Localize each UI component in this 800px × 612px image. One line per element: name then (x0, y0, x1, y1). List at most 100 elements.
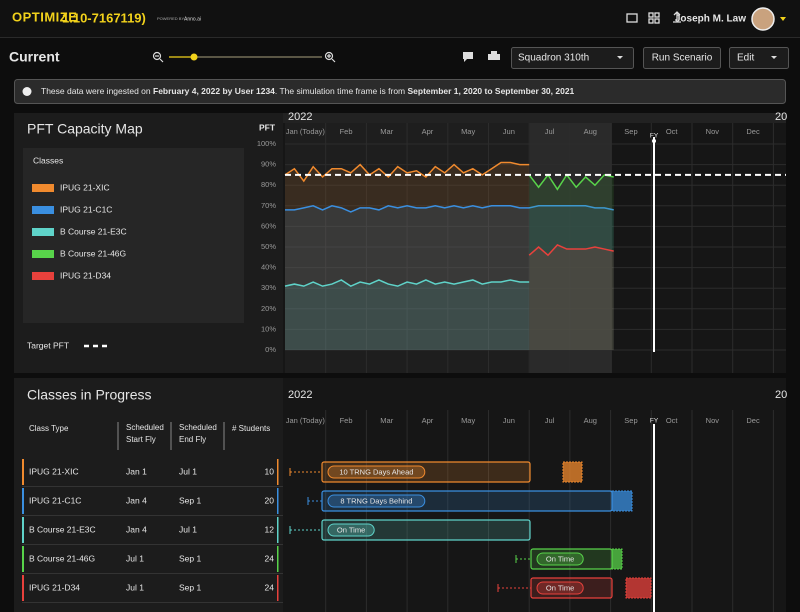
month-label: Feb (340, 127, 353, 136)
row-color-bar-right (277, 459, 279, 485)
powered-by: POWERED BY (157, 16, 184, 21)
brand: Anno.ai (184, 16, 201, 22)
status-pill (327, 523, 375, 537)
series-line (528, 173, 614, 191)
gantt-bar (321, 461, 531, 483)
month-label: Jan (Today) (286, 127, 326, 136)
table-cell: B Course 21-46G (29, 553, 95, 563)
run-scenario-button[interactable] (643, 47, 721, 69)
legend-label: B Course 21-E3C (60, 226, 127, 236)
month-label: Dec (746, 416, 760, 425)
table-cell: 10 (265, 466, 275, 476)
y-tick-label: 30% (261, 283, 276, 292)
notice-text: These data were ingested on February 4, … (41, 86, 575, 96)
fy-label: FY (650, 418, 659, 425)
progress-title: Classes in Progress (27, 387, 152, 403)
row-color-bar (22, 546, 24, 572)
month-label: Aug (584, 416, 597, 425)
table-cell: IPUG 21-C1C (29, 495, 81, 505)
zoom-knob[interactable] (190, 53, 198, 61)
fy-marker (652, 139, 656, 143)
legend-swatch (32, 184, 54, 192)
table-cell: Jul 1 (179, 524, 197, 534)
timeline-next-year: 20 (775, 389, 787, 401)
row-color-bar (22, 575, 24, 601)
month-label: Jul (545, 127, 555, 136)
header-icons (626, 11, 681, 24)
table-cell: IPUG 21-D34 (29, 582, 80, 592)
icon-windows[interactable] (626, 13, 638, 23)
month-label: Mar (380, 127, 393, 136)
y-tick-label: 100% (257, 139, 277, 148)
run-scenario-label: Run Scenario (652, 53, 713, 64)
icon-print[interactable] (488, 51, 500, 60)
y-tick-label: 50% (261, 242, 276, 251)
chart-title: PFT Capacity Map (27, 121, 143, 137)
icon-upload[interactable] (673, 11, 681, 23)
avatar[interactable] (751, 7, 775, 31)
row-color-bar-right (277, 488, 279, 514)
gantt-tail (611, 548, 623, 570)
legend-swatch (32, 272, 54, 280)
status-pill (327, 494, 426, 508)
month-label: Nov (706, 127, 720, 136)
table-cell: Jul 1 (179, 466, 197, 476)
month-label: Nov (706, 416, 720, 425)
row-color-bar-right (277, 546, 279, 572)
zoom-out-icon[interactable] (152, 51, 162, 61)
icon-grid-d (654, 18, 660, 24)
legend-label: IPUG 21-C1C (60, 204, 112, 214)
year-label: 2022 (288, 111, 312, 123)
zoom-in-icon[interactable] (324, 51, 334, 61)
column-header: Start Fly (126, 435, 156, 444)
legend-label: IPUG 21-D34 (60, 270, 111, 280)
version: 1.10-7167119) (62, 10, 146, 25)
target-legend-label: Target PFT (27, 340, 69, 350)
gantt-tail (625, 577, 652, 599)
y-tick-label: 40% (261, 263, 276, 272)
month-label: Oct (666, 416, 679, 425)
month-label: May (461, 416, 475, 425)
table-cell: Sep 1 (179, 553, 201, 563)
icon-grid[interactable] (648, 12, 654, 18)
icon-comment[interactable] (463, 52, 473, 62)
table-cell: Sep 1 (179, 495, 201, 505)
table-cell: Sep 1 (179, 582, 201, 592)
month-label: May (461, 127, 475, 136)
notice-part: . The simulation time frame is from (275, 86, 408, 96)
status-pill (536, 581, 584, 595)
logo[interactable]: OPTIMIZE (12, 9, 77, 24)
squadron-select[interactable] (511, 47, 634, 69)
legend-swatch (32, 250, 54, 258)
month-label: Feb (340, 416, 353, 425)
status-label: On Time (546, 554, 574, 563)
gantt-tail (611, 490, 633, 512)
table-cell: Jan 1 (126, 466, 147, 476)
edit-menu[interactable] (729, 47, 789, 69)
month-label: Dec (746, 127, 760, 136)
edit-label: Edit (737, 53, 754, 64)
user-name[interactable]: Joseph M. Law (675, 14, 746, 25)
series-line (284, 279, 530, 287)
user-menu-caret[interactable] (780, 17, 786, 21)
legend-swatch (32, 228, 54, 236)
month-label: Jan (Today) (286, 416, 326, 425)
month-label: Sep (624, 416, 637, 425)
status-pill (536, 552, 584, 566)
series-area (529, 244, 614, 350)
notice-bar (14, 79, 786, 104)
row-color-bar-right (277, 517, 279, 543)
squadron-value: Squadron 310th (518, 53, 589, 64)
icon-grid-b (654, 12, 660, 18)
series-line (528, 244, 614, 257)
chart-layer: Jan (Today) Feb Mar Apr May Jun Jul Aug Sep Oct No… (32, 123, 786, 373)
progress-layer: Jan (Today) Feb Mar Apr May Jun Jul Aug Sep Oct No… (22, 410, 774, 612)
y-tick-label: 0% (265, 345, 276, 354)
gantt-bar (321, 519, 531, 541)
table-cell: B Course 21-E3C (29, 524, 96, 534)
fy-label: FY (650, 133, 659, 140)
gantt-tail (562, 461, 583, 483)
legend-label: IPUG 21-XIC (60, 182, 110, 192)
month-label: Jun (503, 127, 515, 136)
notice-part: These data were ingested on (41, 86, 153, 96)
